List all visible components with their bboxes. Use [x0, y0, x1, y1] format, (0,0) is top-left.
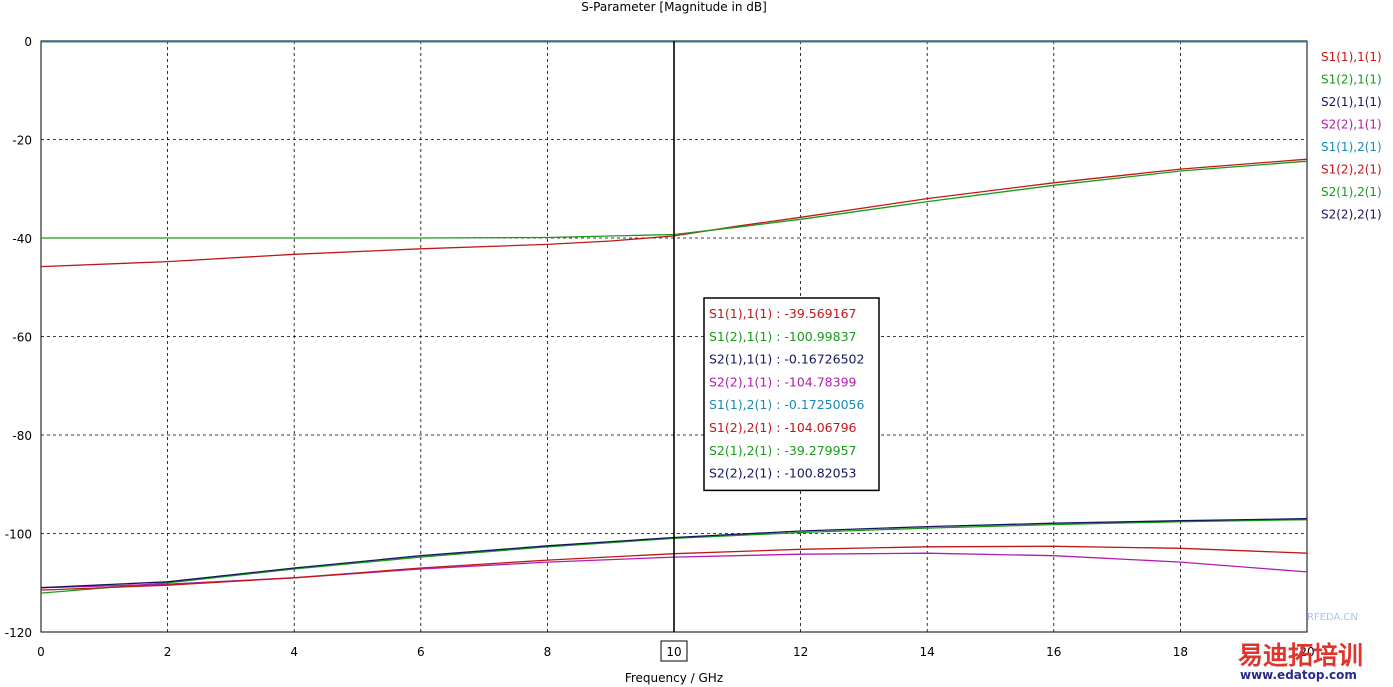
marker-label: 10 [666, 645, 681, 659]
marker-readout-row: S1(1),2(1) : -0.17250056 [709, 397, 864, 412]
legend-entry: S1(2),2(1) [1321, 163, 1382, 177]
y-tick-label: -120 [5, 626, 32, 640]
marker-readout-row: S2(2),1(1) : -104.78399 [709, 374, 857, 389]
legend-entry: S1(1),2(1) [1321, 140, 1382, 154]
x-tick-label: 14 [920, 645, 935, 659]
x-tick-label: 18 [1173, 645, 1188, 659]
y-tick-label: -20 [12, 134, 32, 148]
x-tick-label: 16 [1046, 645, 1061, 659]
watermark-url: www.edatop.com [1240, 668, 1357, 682]
marker-label-box [660, 640, 688, 662]
legend: S1(1),1(1) S1(2),1(1) S2(1),1(1) S2(2),1(1)… [1321, 50, 1382, 222]
legend-entry: S1(2),1(1) [1321, 73, 1382, 87]
legend-entry: S2(2),1(1) [1321, 118, 1382, 132]
series-line-6 [41, 160, 1308, 239]
x-tick-label: 0 [37, 645, 45, 659]
x-axis-label: Frequency / GHz [625, 671, 723, 685]
legend-entry: S2(1),2(1) [1321, 185, 1382, 199]
marker-readout-row: S1(2),1(1) : -100.99837 [709, 329, 857, 344]
x-tick-label: 20 [1299, 645, 1314, 659]
x-tick-label: 2 [164, 645, 172, 659]
legend-entry: S2(2),2(1) [1321, 208, 1382, 222]
marker-readout-row: S2(2),2(1) : -100.82053 [709, 466, 857, 481]
marker-readout-box [703, 297, 880, 492]
marker-readout-row: S1(2),2(1) : -104.06796 [709, 420, 857, 435]
y-tick-label: -80 [12, 429, 32, 443]
x-tick-label: 8 [544, 645, 552, 659]
y-tick-label: -60 [12, 331, 32, 345]
legend-entry: S2(1),1(1) [1321, 95, 1382, 109]
marker[interactable]: 10 S1(1),1(1) : -39.569167 S1(2),1(1) : -1… [660, 41, 880, 662]
legend-entry: S1(1),1(1) [1321, 50, 1382, 64]
watermark-site: RFEDA.CN [1307, 612, 1358, 623]
x-tick-label: 6 [417, 645, 425, 659]
axes: 0 2 4 6 8 12 14 16 18 20 0 -20 -40 -60 -80 -100 -120 [5, 35, 1315, 659]
marker-readout-row: S1(1),1(1) : -39.569167 [709, 306, 857, 321]
y-tick-label: -100 [5, 528, 32, 542]
watermark-brand: 易迪拓培训 [1238, 641, 1364, 670]
x-tick-label: 12 [793, 645, 808, 659]
y-tick-label: -40 [12, 232, 32, 246]
y-tick-label: 0 [24, 35, 32, 49]
marker-readout-row: S2(1),2(1) : -39.279957 [709, 443, 857, 458]
chart-title: S-Parameter [Magnitude in dB] [581, 0, 767, 14]
marker-readout-row: S2(1),1(1) : -0.16726502 [709, 352, 864, 367]
x-tick-label: 4 [290, 645, 298, 659]
